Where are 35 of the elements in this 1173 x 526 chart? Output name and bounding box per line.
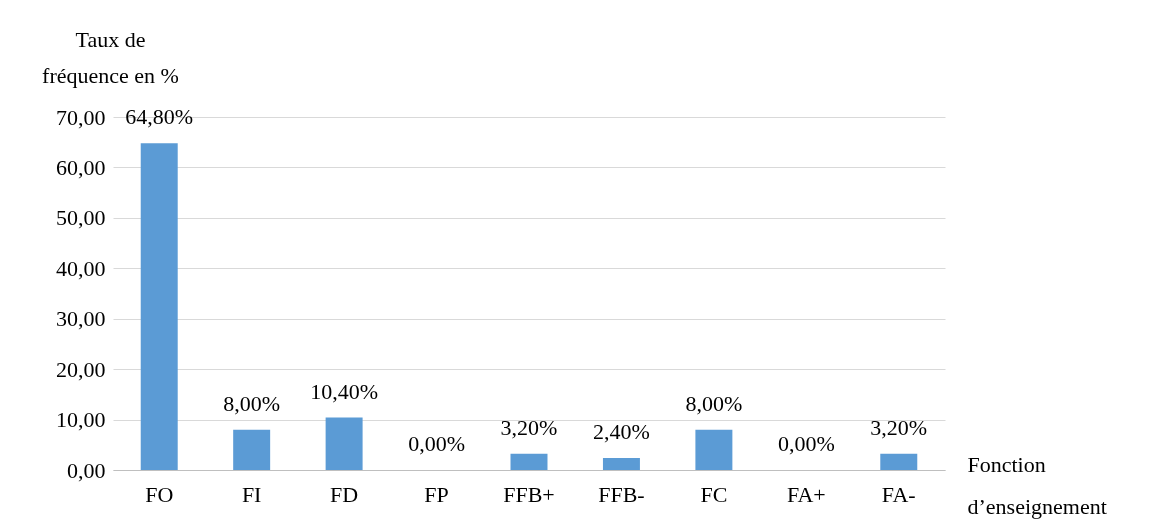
- data-label: 10,40%: [310, 378, 379, 404]
- bar: [140, 143, 178, 470]
- x-tick-label: FFB-: [598, 481, 645, 507]
- y-tick-label: 60,00: [56, 154, 106, 180]
- x-tick-label: FFB+: [503, 481, 555, 507]
- y-tick-label: 20,00: [56, 356, 106, 382]
- data-label: 0,00%: [408, 431, 465, 456]
- data-label: 8,00%: [685, 390, 743, 416]
- data-label: 8,00%: [223, 390, 281, 416]
- data-label: 0,00%: [777, 431, 835, 456]
- bar: [325, 417, 363, 470]
- y-tick-label: 30,00: [56, 306, 106, 332]
- bar: [233, 429, 271, 470]
- x-tick-label: FP: [424, 481, 449, 507]
- data-label: 3,20%: [870, 414, 928, 440]
- data-label: 64,80%: [125, 104, 194, 130]
- x-tick-label: FC: [700, 481, 728, 507]
- x-tick-label: FA+: [786, 481, 826, 507]
- x-tick-label: FO: [145, 481, 174, 507]
- y-tick-label: 70,00: [56, 104, 106, 130]
- x-tick-label: FA-: [881, 481, 916, 507]
- y-tick-label: 40,00: [56, 255, 106, 281]
- x-tick-label: FI: [241, 481, 262, 507]
- bar: [510, 453, 548, 470]
- data-label: 3,20%: [500, 414, 558, 440]
- y-tick-label: 0,00: [67, 457, 106, 483]
- y-axis-title: Taux de fréquence en %: [42, 26, 179, 88]
- y-tick-label: 50,00: [56, 205, 106, 231]
- y-tick-label: 10,00: [56, 407, 106, 433]
- bar: [880, 453, 918, 470]
- bar: [695, 429, 733, 470]
- data-label: 2,40%: [593, 418, 650, 444]
- x-axis-title: Fonction d’enseignement: [967, 451, 1107, 519]
- bar: [602, 457, 640, 470]
- x-tick-label: FD: [330, 481, 359, 507]
